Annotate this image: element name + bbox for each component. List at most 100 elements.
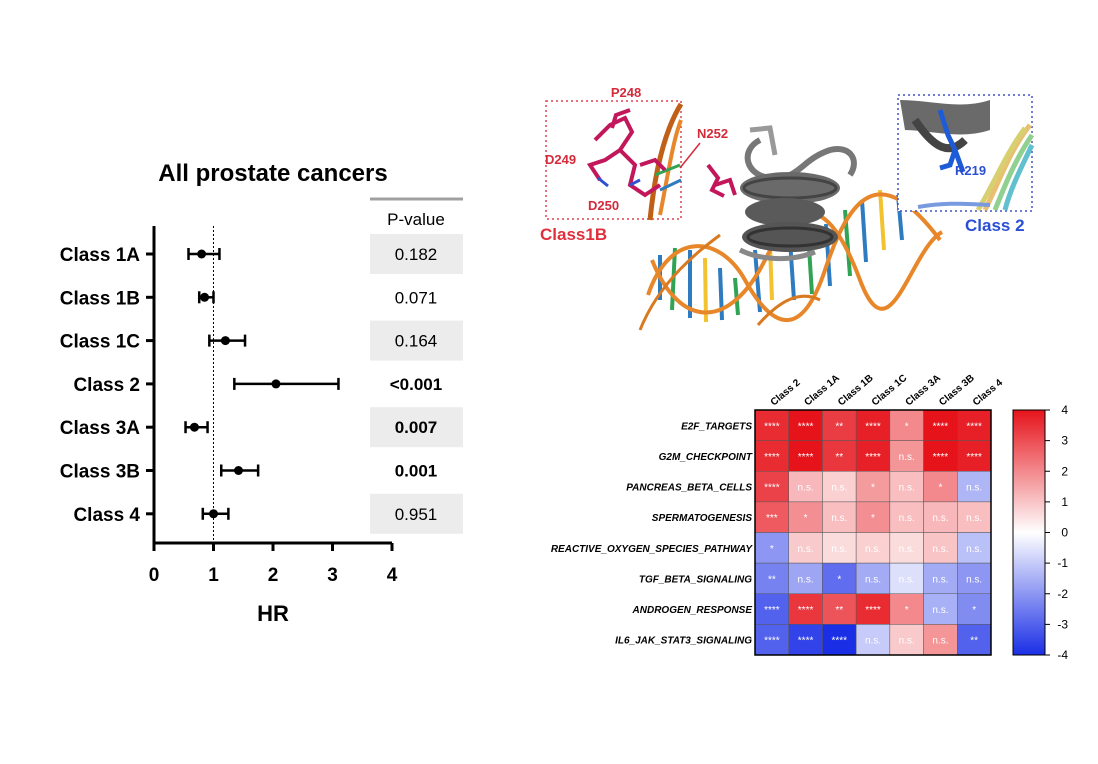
heatmap-cell: [957, 501, 992, 533]
heatmap-cell: [855, 532, 891, 564]
class2-label: Class 2: [965, 216, 1025, 235]
class1b-label: Class1B: [540, 225, 607, 244]
heatmap-cell-label: *: [871, 483, 875, 494]
heatmap-cell-label: n.s.: [899, 513, 915, 524]
class1b-inset: P248 N252 D249 D250 Class1B: [540, 85, 728, 244]
heatmap-row-label: IL6_JAK_STAT3_SIGNALING: [615, 636, 752, 647]
heatmap-cell: [788, 624, 823, 656]
heatmap-cell-label: *: [972, 605, 976, 616]
heatmap-cell-label: ****: [798, 636, 814, 647]
heatmap-cell-label: ****: [966, 421, 982, 432]
heatmap-cell-label: n.s.: [831, 544, 847, 555]
heatmap-cell-label: ****: [831, 636, 847, 647]
protein-dna-structure: P248 N252 D249 D250 Class1B R219: [540, 85, 1035, 331]
class-label: Class 2: [73, 375, 140, 396]
residue-n252-pointer: [679, 142, 701, 169]
heatmap-row-label: SPERMATOGENESIS: [652, 513, 753, 524]
heatmap-cell-label: n.s.: [899, 636, 915, 647]
heatmap-cell: [754, 562, 789, 594]
heatmap-cell: [855, 562, 891, 594]
x-tick-label: 4: [387, 565, 398, 586]
heatmap-row-label: E2F_TARGETS: [681, 421, 752, 432]
colorbar-tick-label: 4: [1061, 403, 1068, 417]
pvalue-row-shade: [370, 234, 463, 274]
heatmap-cell-label: *: [871, 513, 875, 524]
heatmap-row-label: PANCREAS_BETA_CELLS: [626, 483, 752, 494]
heatmap-cell-label: ****: [764, 483, 780, 494]
heatmap-cell: [822, 624, 857, 656]
heatmap-cell-label: n.s.: [932, 636, 948, 647]
heatmap-column-label: Class 3B: [937, 373, 976, 409]
heatmap-cell-label: n.s.: [798, 483, 814, 494]
heatmap-cell-label: ****: [865, 452, 881, 463]
heatmap-cell: [889, 624, 924, 656]
heatmap-cell: [855, 624, 891, 656]
heatmap-column-label: Class 1A: [802, 373, 841, 409]
pvalue-header: P-value: [387, 210, 445, 229]
heatmap-cell: [788, 532, 823, 564]
heatmap-cell-label: *: [804, 513, 808, 524]
heatmap-cell-label: *: [905, 421, 909, 432]
class1b-residues: [706, 163, 737, 198]
heatmap-cell: [957, 532, 992, 564]
heatmap-cell-label: n.s.: [831, 513, 847, 524]
heatmap-cell: [957, 409, 992, 441]
heatmap-row-label: TGF_BETA_SIGNALING: [639, 574, 752, 585]
heatmap-cell-label: n.s.: [831, 483, 847, 494]
pvalue-column: P-value 0.182 0.071 0.164 <0.001 0.007 0.001 0…: [370, 197, 463, 534]
heatmap-cell-label: ****: [798, 605, 814, 616]
heatmap-cell: [788, 593, 823, 625]
colorbar-tick-label: -1: [1057, 556, 1068, 570]
heatmap-cell-label: ****: [764, 605, 780, 616]
forest-plot: All prostate cancers P-value 0.1820.0710…: [60, 160, 463, 626]
hr-point: [233, 466, 243, 475]
heatmap-cell-label: n.s.: [932, 605, 948, 616]
heatmap-cell: [923, 409, 958, 441]
heatmap-cell-label: ****: [764, 636, 780, 647]
heatmap-cell-label: ****: [865, 605, 881, 616]
heatmap-cell: [957, 562, 992, 594]
hr-point: [197, 249, 207, 259]
heatmap-column-label: Class 1C: [870, 373, 909, 409]
class-label: Class 3A: [60, 418, 141, 439]
heatmap-cell: [889, 532, 924, 564]
heatmap-column-label: Class 3A: [904, 373, 943, 409]
colorbar: [1012, 409, 1046, 656]
class-label: Class 1B: [60, 288, 140, 309]
heatmap-cell-label: ***: [766, 513, 778, 524]
x-axis-title: HR: [257, 601, 289, 626]
heatmap-cell: [822, 593, 857, 625]
residue-label-p248: P248: [611, 85, 641, 100]
heatmap-cell-label: n.s.: [966, 544, 982, 555]
heatmap-cell-label: ****: [764, 452, 780, 463]
heatmap-cell-label: **: [835, 605, 843, 616]
pvalue-cell: 0.001: [395, 462, 438, 481]
heatmap-cell-label: ****: [933, 452, 949, 463]
hr-point: [271, 379, 281, 389]
heatmap-cell-label: n.s.: [966, 483, 982, 494]
pvalue-row-shade: [370, 320, 463, 361]
colorbar-tick-label: -3: [1057, 617, 1068, 631]
heatmap-row-label: G2M_CHECKPOINT: [659, 452, 753, 463]
heatmap-cell: [889, 440, 924, 472]
heatmap-cell-label: ****: [865, 421, 881, 432]
heatmap-cell-label: **: [970, 636, 978, 647]
pvalue-cell: 0.951: [395, 505, 438, 524]
heatmap-column-label: Class 4: [971, 377, 1005, 408]
x-tick-label: 3: [327, 565, 338, 586]
heatmap-cell-label: *: [770, 544, 774, 555]
heatmap-cell-label: ****: [798, 421, 814, 432]
colorbar-tick-label: -2: [1057, 587, 1068, 601]
colorbar-tick-label: 1: [1061, 495, 1068, 509]
hr-point: [209, 509, 218, 519]
heatmap-cell-label: n.s.: [966, 513, 982, 524]
pvalue-cell: 0.182: [395, 245, 438, 264]
heatmap-cell-label: ****: [764, 421, 780, 432]
heatmap-cell: [754, 593, 789, 625]
heatmap-cell: [788, 562, 823, 594]
forest-plot-title: All prostate cancers: [158, 160, 387, 187]
x-tick-label: 1: [208, 565, 219, 586]
heatmap-cell-label: n.s.: [932, 513, 948, 524]
heatmap-cell: [855, 440, 891, 472]
